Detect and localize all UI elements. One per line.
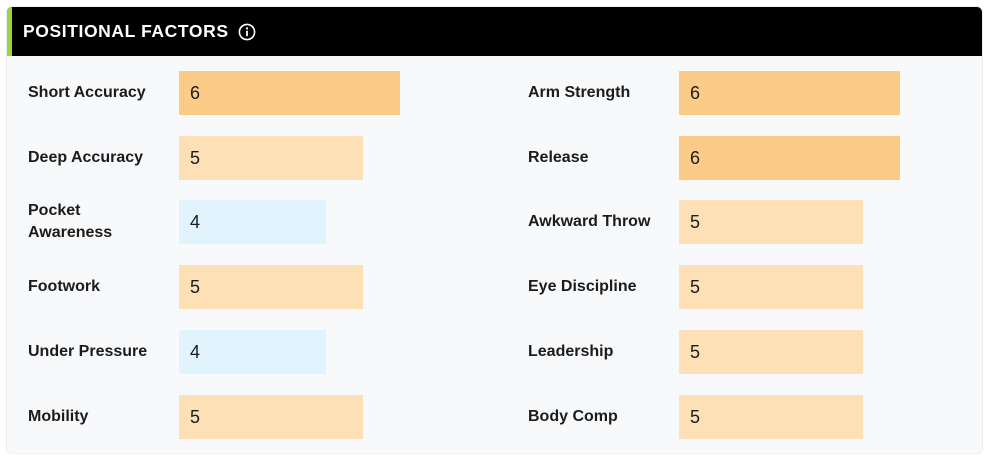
factor-label: Footwork <box>28 278 100 295</box>
factor-value-bar: 5 <box>679 200 863 244</box>
factor-value-bar: 5 <box>679 330 863 374</box>
factor-value-bar: 5 <box>179 265 363 309</box>
factor-value-bar: 4 <box>179 330 326 374</box>
factor-value-bar: 6 <box>679 71 900 115</box>
factor-row: Arm Strength 6 <box>528 71 928 115</box>
factor-row: Body Comp 5 <box>528 395 928 439</box>
factor-value-bar: 5 <box>679 265 863 309</box>
factor-row: Leadership 5 <box>528 330 928 374</box>
factor-row: Short Accuracy 6 <box>28 71 428 115</box>
factor-label: Release <box>528 149 589 166</box>
positional-factors-card: POSITIONAL FACTORS Short Accuracy 6 Deep A… <box>6 6 983 454</box>
factor-row: Eye Discipline 5 <box>528 265 928 309</box>
factor-row: Footwork 5 <box>28 265 428 309</box>
factor-label: Under Pressure <box>28 343 148 360</box>
factor-label: Arm Strength <box>528 84 631 101</box>
factor-label: Eye Discipline <box>528 278 637 295</box>
section-title: POSITIONAL FACTORS <box>23 21 229 41</box>
factor-label: Leadership <box>528 343 614 360</box>
section-header: POSITIONAL FACTORS <box>7 7 982 56</box>
factor-row: Pocket Awareness 4 <box>28 200 428 244</box>
factor-label: Pocket Awareness <box>28 202 113 241</box>
factor-value-bar: 5 <box>179 395 363 439</box>
factor-row: Awkward Throw 5 <box>528 200 928 244</box>
factor-value-bar: 5 <box>679 395 863 439</box>
factor-label: Body Comp <box>528 408 618 425</box>
factor-value-bar: 6 <box>679 136 900 180</box>
factor-value-bar: 6 <box>179 71 400 115</box>
factor-row: Mobility 5 <box>28 395 428 439</box>
factor-row: Deep Accuracy 5 <box>28 136 428 180</box>
factor-value-bar: 4 <box>179 200 326 244</box>
factor-label: Deep Accuracy <box>28 149 144 166</box>
factor-row: Release 6 <box>528 136 928 180</box>
info-icon[interactable] <box>238 23 256 41</box>
factor-row: Under Pressure 4 <box>28 330 428 374</box>
factor-label: Short Accuracy <box>28 84 146 101</box>
factor-value-bar: 5 <box>179 136 363 180</box>
factor-label: Awkward Throw <box>528 213 651 230</box>
factor-label: Mobility <box>28 408 89 425</box>
